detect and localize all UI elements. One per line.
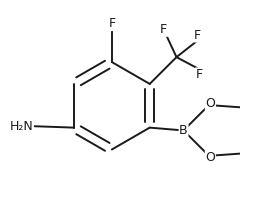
Text: F: F [196, 68, 203, 81]
Text: F: F [194, 29, 201, 42]
Text: O: O [205, 97, 215, 110]
Text: O: O [205, 151, 215, 164]
Text: F: F [160, 23, 167, 36]
Text: B: B [179, 124, 188, 137]
Text: F: F [108, 17, 115, 31]
Text: H₂N: H₂N [9, 120, 33, 133]
